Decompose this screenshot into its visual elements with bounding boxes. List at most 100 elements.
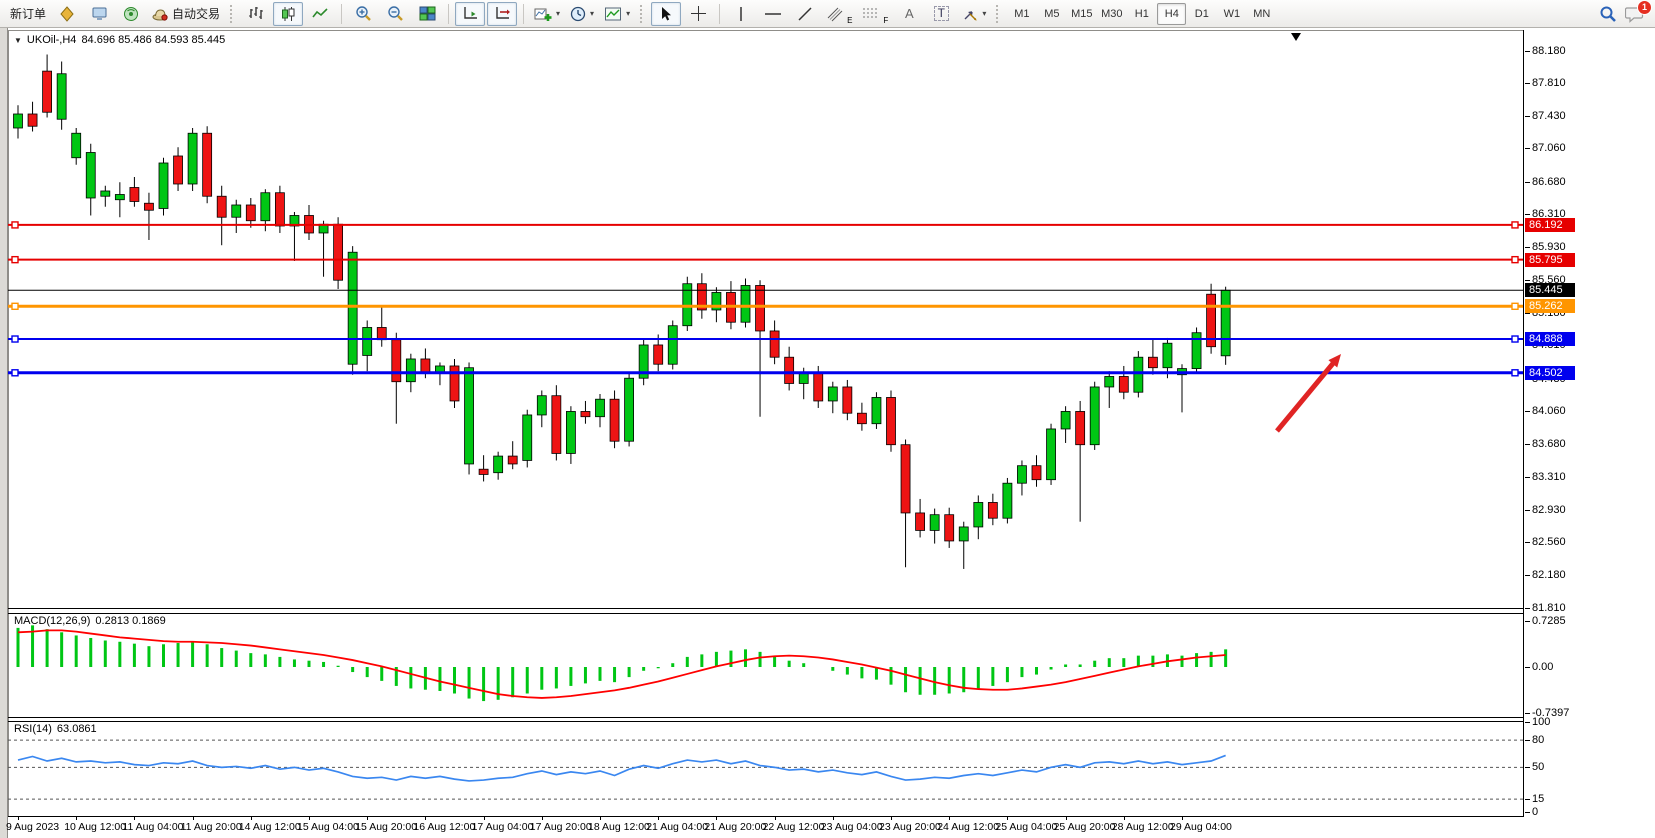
timeframe-button-W1[interactable]: W1 [1223, 7, 1241, 20]
candle-body [245, 204, 256, 222]
timeframe-button-MN[interactable]: MN [1253, 7, 1271, 20]
time-axis-label: 21 Aug 20:00 [704, 821, 767, 833]
chart-menu-triangle-icon[interactable]: ▼ [14, 35, 22, 45]
price-tick-label-dash [1525, 82, 1530, 84]
hline-handle[interactable] [11, 302, 19, 310]
tile-windows-button[interactable] [412, 2, 442, 26]
market-icon[interactable] [52, 2, 82, 26]
candle-body [958, 526, 969, 542]
terminal-button[interactable] [84, 2, 114, 26]
macd-tick-label-dash [1525, 620, 1530, 622]
candle-body [973, 502, 984, 528]
zoom-out-button[interactable] [380, 2, 410, 26]
price-axis[interactable]: 88.180 87.810 87.430 87.060 86.680 86.310 85.9… [1525, 30, 1655, 818]
timeframe-button-D1[interactable]: D1 [1194, 7, 1209, 20]
macd-name: MACD(12,26,9) [14, 615, 91, 627]
time-axis-label: 17 Aug 04:00 [471, 821, 534, 833]
price-tick-label-dash [1525, 116, 1530, 118]
candlestick-chart-button[interactable] [273, 1, 304, 26]
price-tick-label: 88.180 [1532, 44, 1566, 57]
toolbar-drag-handle[interactable] [640, 4, 645, 23]
time-tick [134, 816, 136, 820]
indicators-caret-icon[interactable]: ▾ [556, 9, 561, 18]
timeframe-button-M30[interactable]: M30 [1101, 7, 1123, 20]
line-chart-button[interactable] [305, 2, 335, 26]
hline-handle[interactable] [11, 221, 19, 229]
toolbar-drag-handle[interactable] [230, 4, 235, 23]
time-tick [600, 816, 601, 820]
horizontal-line-icon [765, 12, 782, 15]
new-order-button[interactable]: 新订单 [6, 2, 50, 26]
toolbar-drag-handle[interactable] [996, 4, 1001, 23]
channel-button[interactable]: E [822, 2, 856, 26]
shapes-caret-icon[interactable]: ▾ [982, 9, 987, 18]
candle-body [71, 132, 82, 159]
macd-signal-line [17, 629, 1226, 699]
horizontal-line-button[interactable] [758, 2, 788, 26]
zoom-in-button[interactable] [348, 2, 378, 26]
macd-tick-label-dash [1525, 713, 1530, 715]
periods-button[interactable]: ▾ [566, 2, 598, 26]
chart-shift-marker-icon[interactable] [1291, 33, 1301, 41]
price-tick-label: 81.810 [1532, 601, 1566, 614]
time-axis-label: 22 Aug 12:00 [762, 821, 825, 833]
vertical-line-button[interactable] [726, 2, 756, 26]
templates-button[interactable]: ▾ [600, 2, 634, 26]
trendline-button[interactable] [790, 2, 820, 26]
chart-window[interactable]: ▼ UKOil-,H4 84.696 85.486 84.593 85.445 … [8, 30, 1525, 818]
time-tick [949, 816, 951, 820]
shapes-button[interactable]: ▾ [958, 2, 990, 26]
tile-windows-icon [419, 6, 436, 21]
price-tick-label-dash [1525, 148, 1530, 150]
price-tick-label-dash [1525, 312, 1530, 314]
fibonacci-button[interactable]: F [858, 2, 892, 26]
hline-handle[interactable] [1511, 369, 1519, 377]
periods-caret-icon[interactable]: ▾ [590, 9, 595, 18]
chat-button[interactable]: 1 [1625, 0, 1652, 23]
candle-body [362, 327, 373, 356]
candlestick-icon [282, 6, 295, 21]
timeframe-button-M15[interactable]: M15 [1071, 7, 1093, 20]
hline-handle[interactable] [11, 255, 19, 264]
text-tool-letter: A [904, 6, 914, 21]
chart-shift-button[interactable] [487, 1, 518, 26]
search-icon[interactable] [1599, 5, 1617, 23]
hline-handle[interactable] [1511, 335, 1519, 343]
fibonacci-icon [863, 8, 878, 17]
rsi-tick-label-dash [1525, 721, 1530, 723]
time-axis[interactable]: 9 Aug 2023 10 Aug 12:00 11 Aug 04:00 11 Aug… [6, 816, 1655, 838]
candle-body [274, 192, 285, 227]
price-tick-label-dash [1525, 279, 1530, 281]
hline-handle[interactable] [1511, 221, 1519, 229]
auto-scroll-button[interactable] [455, 1, 486, 26]
chart-symbol-period: UKOil-,H4 [26, 34, 77, 46]
time-axis-label: 25 Aug 20:00 [1053, 821, 1116, 833]
timeframe-button-M5[interactable]: M5 [1044, 7, 1060, 20]
text-label-button[interactable]: T [926, 2, 956, 26]
text-button[interactable]: A [894, 2, 924, 26]
bar-chart-button[interactable] [241, 2, 271, 26]
time-tick [192, 816, 194, 820]
chart-canvas[interactable] [8, 30, 1525, 818]
timeframe-button-H1[interactable]: H1 [1134, 7, 1149, 20]
hline-handle[interactable] [1511, 302, 1519, 310]
timeframe-button-H4[interactable]: H4 [1157, 2, 1187, 25]
time-axis-label: 24 Aug 12:00 [937, 821, 1000, 833]
hline-handle[interactable] [11, 369, 19, 377]
candle-body [347, 251, 358, 365]
crosshair-button[interactable] [683, 2, 713, 26]
price-tick-label: 84.060 [1532, 404, 1566, 417]
signals-button[interactable] [116, 2, 146, 26]
candle-body [1060, 411, 1071, 430]
cursor-button[interactable] [651, 1, 682, 26]
candle-body [696, 283, 707, 311]
indicators-button[interactable]: ▾ [530, 2, 564, 26]
autotrade-button[interactable]: 自动交易 [148, 2, 224, 26]
hline-handle[interactable] [11, 335, 19, 343]
chart-background [8, 30, 1524, 817]
candle-body [580, 411, 591, 418]
rsi-indicator-label: RSI(14) 63.0861 [14, 723, 97, 735]
templates-caret-icon[interactable]: ▾ [626, 9, 631, 18]
timeframe-button-M1[interactable]: M1 [1014, 7, 1030, 20]
hline-handle[interactable] [1511, 255, 1519, 264]
